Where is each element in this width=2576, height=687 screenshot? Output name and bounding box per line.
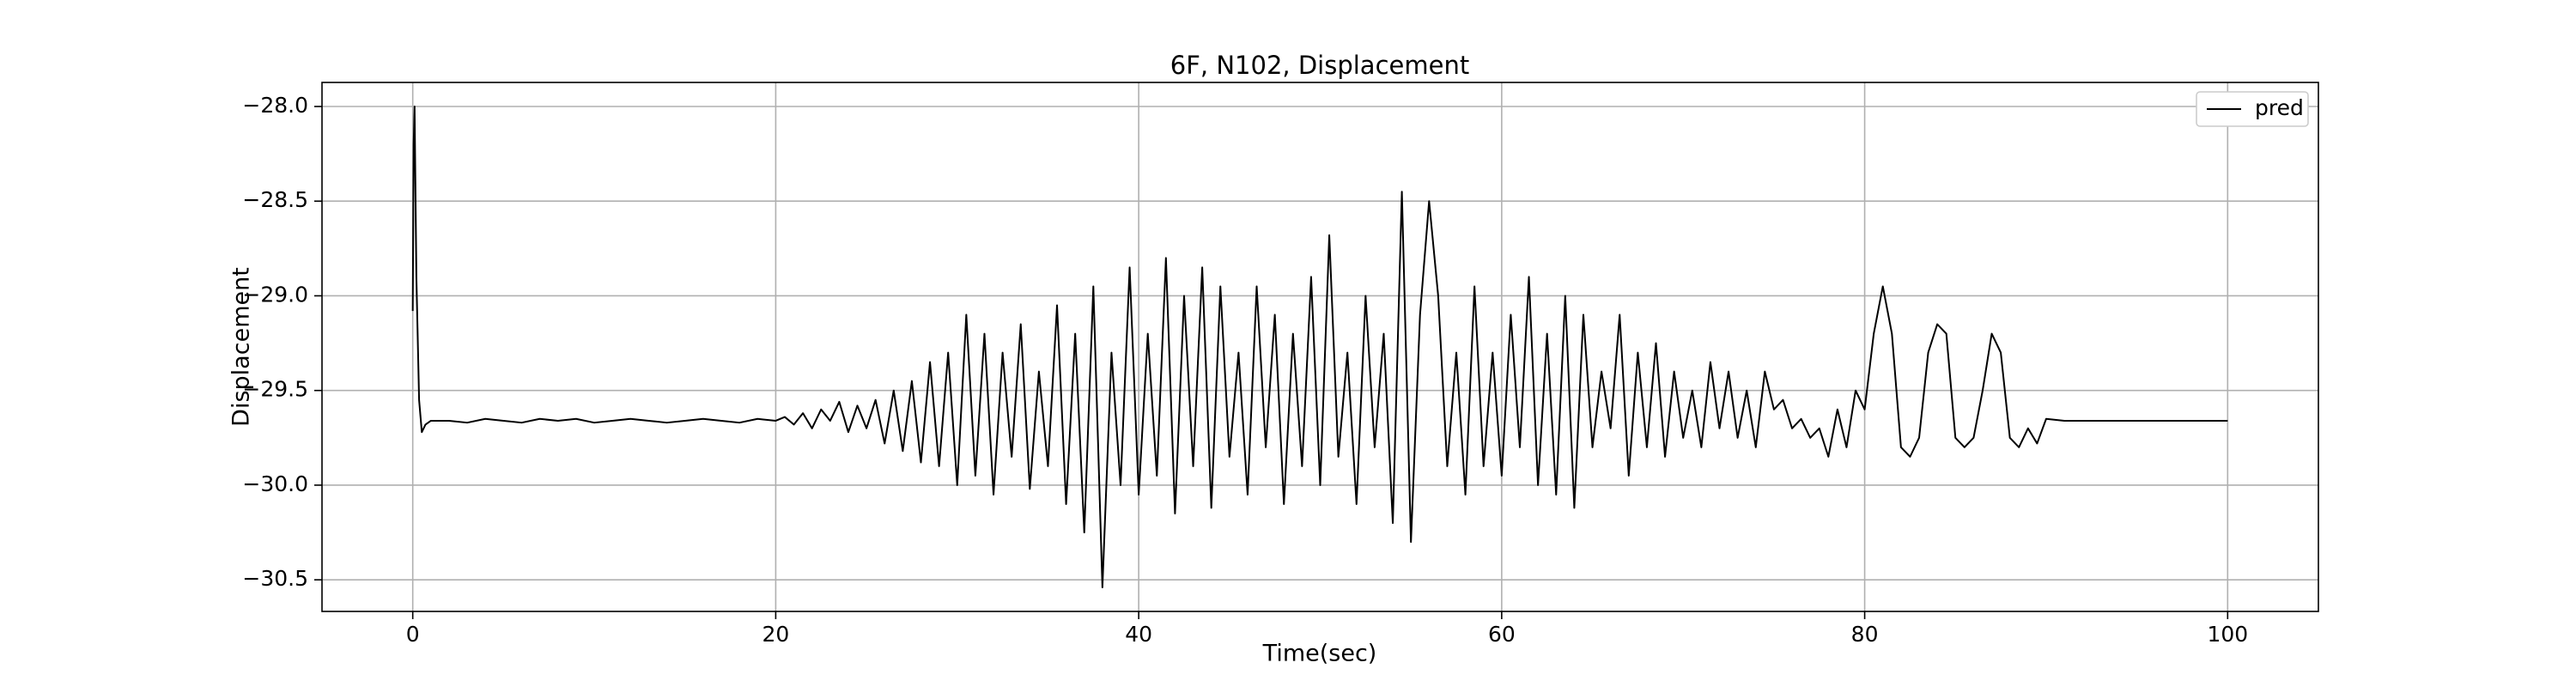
x-tick-label: 40 bbox=[1125, 622, 1152, 647]
x-tick-label: 60 bbox=[1488, 622, 1516, 647]
x-axis-label: Time(sec) bbox=[1262, 641, 1377, 667]
legend-box bbox=[2196, 91, 2309, 127]
y-tick-label: −28.5 bbox=[242, 187, 308, 212]
x-tick-label: 100 bbox=[2207, 622, 2248, 647]
y-tick-label: −29.5 bbox=[242, 377, 308, 402]
y-tick-label: −29.0 bbox=[242, 282, 308, 307]
chart-title: 6F, N102, Displacement bbox=[1170, 51, 1469, 80]
x-tick-label: 0 bbox=[406, 622, 420, 647]
y-tick-label: −30.0 bbox=[242, 471, 308, 496]
y-axis-label: Displacement bbox=[228, 267, 255, 427]
legend: pred bbox=[2196, 91, 2309, 127]
x-tick-label: 20 bbox=[762, 622, 790, 647]
y-tick-label: −28.0 bbox=[242, 93, 308, 118]
x-tick-label: 80 bbox=[1851, 622, 1879, 647]
data-line bbox=[411, 106, 2228, 588]
legend-label: pred bbox=[2255, 95, 2304, 120]
y-tick-label: −30.5 bbox=[242, 566, 308, 591]
plot-frame bbox=[321, 82, 2319, 612]
